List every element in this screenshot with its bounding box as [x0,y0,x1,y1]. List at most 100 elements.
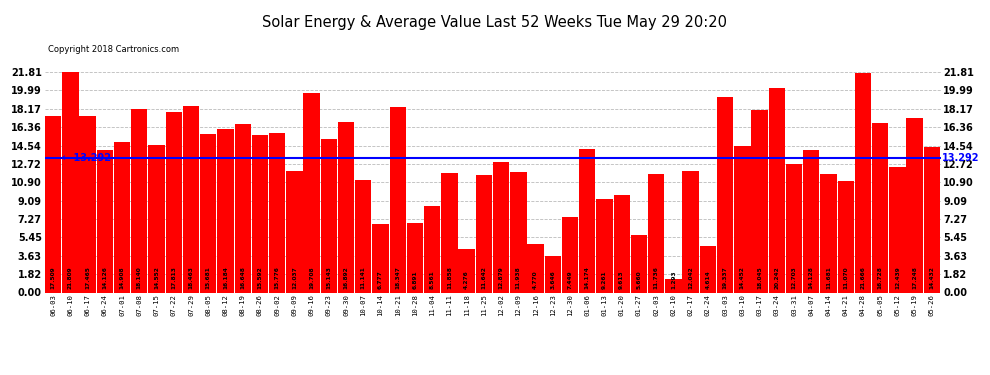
Bar [97,150,113,292]
Text: 16.728: 16.728 [878,267,883,290]
Bar [442,172,457,292]
Bar [821,174,837,292]
Text: 18.045: 18.045 [757,267,762,290]
Bar [303,93,320,292]
Text: 14.432: 14.432 [930,267,935,290]
Bar [717,97,734,292]
Bar [803,150,820,292]
Text: 12.042: 12.042 [688,267,693,290]
Text: 15.776: 15.776 [274,267,279,290]
Bar [200,134,217,292]
Text: 6.891: 6.891 [413,271,418,290]
Bar [458,249,475,292]
Bar [424,206,441,292]
Bar [251,135,268,292]
Text: 5.660: 5.660 [637,271,642,290]
Bar [786,164,802,292]
Text: 15.592: 15.592 [257,267,262,290]
Text: Copyright 2018 Cartronics.com: Copyright 2018 Cartronics.com [48,45,178,54]
Bar [596,199,613,292]
Bar [131,109,148,292]
Text: 16.892: 16.892 [344,267,348,290]
Bar [321,140,337,292]
Bar [62,72,78,292]
Text: 17.248: 17.248 [912,267,917,290]
Bar [217,129,234,292]
Text: 12.439: 12.439 [895,267,900,290]
Text: 15.681: 15.681 [206,267,211,290]
Text: 19.708: 19.708 [309,267,314,290]
Bar [79,116,96,292]
Bar [665,279,682,292]
Bar [579,149,595,292]
Text: 12.037: 12.037 [292,267,297,290]
Bar [768,88,785,292]
Text: 19.337: 19.337 [723,267,728,290]
Text: 12.879: 12.879 [499,267,504,290]
Bar [854,74,871,292]
Text: 18.463: 18.463 [188,267,193,290]
Text: 21.666: 21.666 [860,267,865,290]
Bar [338,122,354,292]
Bar [183,106,199,292]
Bar [528,244,544,292]
Text: 4.276: 4.276 [464,271,469,290]
Text: 21.809: 21.809 [68,267,73,290]
Text: 16.184: 16.184 [223,267,228,290]
Bar [682,171,699,292]
Text: 17.813: 17.813 [171,267,176,290]
Bar [544,256,561,292]
Text: 9.613: 9.613 [620,271,625,290]
Text: 18.347: 18.347 [395,267,400,290]
Bar [286,171,303,292]
Bar [269,133,285,292]
Bar [924,147,940,292]
Text: ← 13.292: ← 13.292 [61,153,111,163]
Text: 17.465: 17.465 [85,267,90,290]
Text: 9.261: 9.261 [602,271,607,290]
Text: 14.126: 14.126 [102,267,107,290]
Text: 4.614: 4.614 [706,271,711,290]
Text: 12.703: 12.703 [792,267,797,290]
Bar [493,162,509,292]
Text: 11.938: 11.938 [516,267,521,290]
Text: Solar Energy & Average Value Last 52 Weeks Tue May 29 20:20: Solar Energy & Average Value Last 52 Wee… [262,15,728,30]
Bar [148,146,164,292]
Text: 11.141: 11.141 [360,267,365,290]
Bar [476,175,492,292]
Text: 20.242: 20.242 [774,267,779,290]
Text: 14.552: 14.552 [154,267,159,290]
Bar [372,224,389,292]
Bar [45,116,61,292]
Text: 1.293: 1.293 [671,271,676,290]
Bar [872,123,888,292]
Bar [735,146,750,292]
Bar [407,223,423,292]
Bar [907,118,923,292]
Text: 17.509: 17.509 [50,267,55,290]
Bar [648,174,664,292]
Text: 11.858: 11.858 [446,267,452,290]
Text: 14.908: 14.908 [120,267,125,290]
Bar [165,112,182,292]
Bar [700,246,716,292]
Text: 11.070: 11.070 [843,267,848,290]
Text: 14.452: 14.452 [740,267,744,290]
Bar [631,235,647,292]
Text: 6.777: 6.777 [378,271,383,290]
Bar [614,195,630,292]
Text: 18.140: 18.140 [137,267,142,290]
Text: 14.174: 14.174 [585,267,590,290]
Bar [751,110,768,292]
Text: 11.642: 11.642 [481,267,486,290]
Bar [114,142,131,292]
Bar [390,107,406,292]
Text: 16.648: 16.648 [241,267,246,290]
Text: 14.128: 14.128 [809,267,814,290]
Text: 15.143: 15.143 [327,267,332,290]
Bar [510,172,527,292]
Text: 3.646: 3.646 [550,271,555,290]
Bar [355,180,371,292]
Bar [562,217,578,292]
Text: 8.561: 8.561 [430,271,435,290]
